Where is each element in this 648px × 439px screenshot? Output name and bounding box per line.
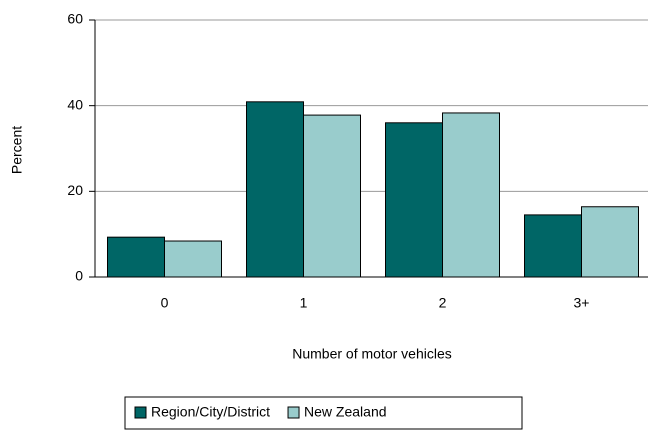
x-axis-label: Number of motor vehicles	[292, 346, 452, 362]
bar	[581, 206, 639, 278]
y-tick-label: 20	[67, 182, 83, 198]
x-tick-label: 3+	[574, 295, 590, 311]
bar	[107, 236, 165, 278]
legend-label: New Zealand	[304, 404, 387, 420]
bar	[385, 122, 443, 278]
bar	[303, 114, 361, 278]
legend-box	[124, 396, 523, 430]
y-tick-label: 40	[67, 96, 83, 112]
legend-swatch	[134, 406, 147, 419]
x-tick-label: 2	[439, 295, 447, 311]
legend-label: Region/City/District	[151, 404, 270, 420]
x-tick-label: 1	[300, 295, 308, 311]
y-tick-label: 60	[67, 11, 83, 27]
legend-swatch	[287, 406, 300, 419]
bar	[246, 101, 304, 278]
y-tick-label: 0	[75, 268, 83, 284]
bar	[442, 112, 500, 278]
bar	[164, 240, 222, 278]
y-axis-label: Percent	[9, 126, 25, 174]
bar	[524, 214, 582, 278]
x-tick-label: 0	[161, 295, 169, 311]
